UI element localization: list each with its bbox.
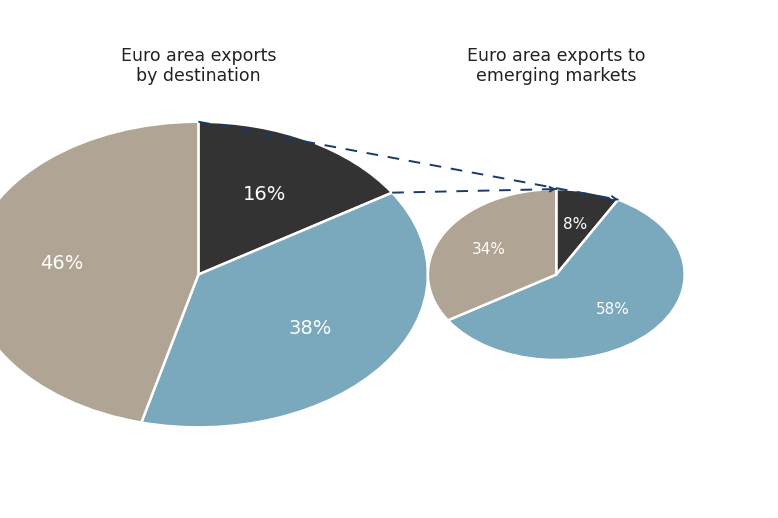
Text: Euro area exports
by destination: Euro area exports by destination xyxy=(121,47,276,85)
Wedge shape xyxy=(428,189,556,320)
Text: 58%: 58% xyxy=(595,302,629,317)
Wedge shape xyxy=(448,199,685,360)
Wedge shape xyxy=(556,189,618,275)
Text: 34%: 34% xyxy=(471,242,506,257)
Text: Euro area exports to
emerging markets: Euro area exports to emerging markets xyxy=(467,47,646,85)
Text: 46%: 46% xyxy=(40,253,83,272)
Wedge shape xyxy=(198,122,392,275)
Text: 8%: 8% xyxy=(563,218,587,233)
Wedge shape xyxy=(0,122,198,423)
Text: 38%: 38% xyxy=(288,319,331,338)
Text: 16%: 16% xyxy=(243,185,286,204)
Wedge shape xyxy=(142,193,428,427)
